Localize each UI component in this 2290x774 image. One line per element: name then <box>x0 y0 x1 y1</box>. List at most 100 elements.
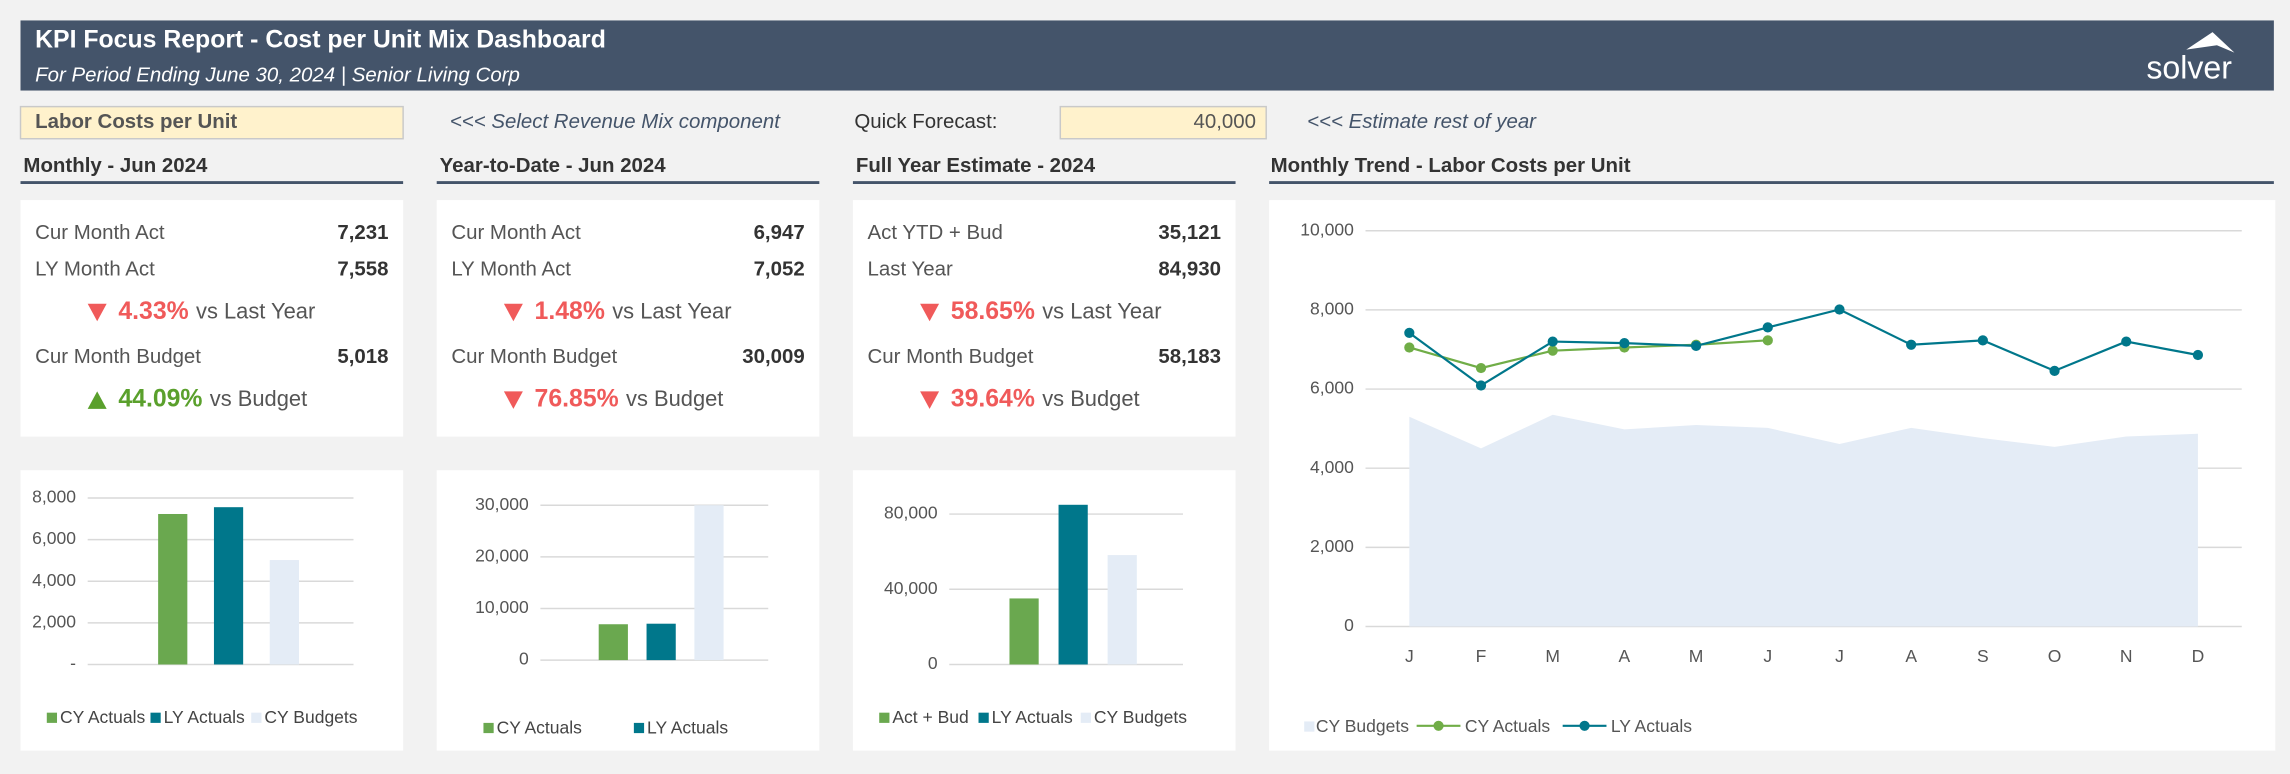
line <box>1408 308 2199 387</box>
kpi-label: Last Year <box>868 258 953 281</box>
marker <box>1475 380 1487 391</box>
kpi-value: 7,231 <box>337 221 388 244</box>
kpi-value: 7,558 <box>337 258 388 281</box>
change-value: 58.65% <box>951 298 1035 325</box>
y-tick-label: 10,000 <box>475 597 529 617</box>
change-label: vs Last Year <box>1042 298 1161 323</box>
y-tick-label: 2,000 <box>32 611 76 631</box>
x-tick-label: O <box>2048 646 2062 666</box>
kpi-label: Cur Month Act <box>451 221 581 244</box>
kpi-label: LY Month Act <box>35 258 155 281</box>
marker <box>1404 327 1415 338</box>
marker <box>1762 335 1773 346</box>
bar <box>1009 598 1039 665</box>
change-label: vs Last Year <box>612 298 731 323</box>
arrow-down <box>503 303 523 322</box>
change-value: 1.48% <box>535 298 605 325</box>
marker <box>2192 349 2204 361</box>
chart-title: Monthly Trend - Labor Costs per Unit <box>1271 154 1631 177</box>
kpi-value: 84,930 <box>1158 258 1221 281</box>
kpi-box <box>20 200 404 437</box>
kpi-value: 7,052 <box>754 258 805 281</box>
bar <box>269 560 299 665</box>
legend-swatch <box>251 712 262 723</box>
kpi-value: 58,183 <box>1158 345 1221 368</box>
bar <box>1107 555 1137 665</box>
x-tick-label: S <box>1977 646 1989 666</box>
arrow-down <box>920 303 940 322</box>
legend-marker <box>1433 720 1444 731</box>
marker <box>1475 362 1487 374</box>
forecast-box[interactable] <box>1059 105 1267 140</box>
y-tick-label: 10,000 <box>1300 219 1354 239</box>
legend-label: LY Actuals <box>992 707 1073 727</box>
bar <box>1058 504 1088 665</box>
marker <box>2121 336 2132 347</box>
x-tick-label: A <box>1619 646 1631 666</box>
change-label: vs Budget <box>210 386 307 411</box>
legend-label: LY Actuals <box>1611 716 1692 736</box>
arrow-down <box>87 303 107 322</box>
y-tick-label: - <box>70 653 76 673</box>
kpi-box <box>852 200 1236 437</box>
x-tick-label: J <box>1405 646 1414 666</box>
legend-swatch <box>483 722 494 734</box>
header-subtitle: For Period Ending June 30, 2024 | Senior… <box>35 63 520 86</box>
legend-swatch <box>46 712 58 723</box>
bar <box>598 624 628 661</box>
kpi-value: 35,121 <box>1158 221 1221 244</box>
logo-mark <box>2186 32 2235 53</box>
panel-title: Monthly - Jun 2024 <box>23 154 208 177</box>
x-tick-label: J <box>1763 646 1772 666</box>
legend-label: Act + Bud <box>892 707 968 727</box>
kpi-label: Cur Month Budget <box>35 345 201 368</box>
chart-box <box>20 470 404 751</box>
marker <box>1906 339 1917 350</box>
kpi-box <box>436 200 820 437</box>
legend-swatch <box>1080 712 1091 723</box>
chart-box <box>852 470 1236 751</box>
selector-box[interactable] <box>19 105 404 140</box>
kpi-label: Cur Month Act <box>35 221 165 244</box>
y-tick-label: 20,000 <box>475 546 529 566</box>
y-tick-label: 6,000 <box>32 528 76 548</box>
change-value: 44.09% <box>118 386 202 413</box>
marker <box>1547 345 1558 356</box>
legend-swatch <box>150 712 161 723</box>
y-tick-label: 2,000 <box>1310 536 1354 556</box>
selector[interactable]: Labor Costs per Unit <box>35 110 237 133</box>
change-value: 39.64% <box>951 386 1035 413</box>
marker <box>1404 342 1415 353</box>
y-tick-label: 6,000 <box>1310 378 1354 398</box>
panel-title: Full Year Estimate - 2024 <box>856 154 1096 177</box>
y-tick-label: 4,000 <box>32 570 76 590</box>
panel-title: Year-to-Date - Jun 2024 <box>440 154 667 177</box>
kpi-value: 30,009 <box>742 345 805 368</box>
arrow-up <box>87 391 107 409</box>
y-tick-label: 0 <box>519 649 529 669</box>
y-tick-label: 8,000 <box>32 487 76 507</box>
header-bar <box>20 20 2274 91</box>
y-tick-label: 4,000 <box>1310 457 1354 477</box>
line <box>1409 339 1768 370</box>
kpi-value: 6,947 <box>754 221 805 244</box>
forecast-value[interactable]: 40,000 <box>1193 110 1256 133</box>
legend-label: CY Budgets <box>1316 716 1409 736</box>
kpi-label: Act YTD + Bud <box>868 221 1003 244</box>
change-label: vs Last Year <box>196 298 315 323</box>
legend-swatch <box>978 712 989 723</box>
y-tick-label: 80,000 <box>884 503 938 523</box>
y-tick-label: 0 <box>1344 615 1354 635</box>
arrow-down <box>920 391 940 409</box>
kpi-value: 5,018 <box>337 345 388 368</box>
bar <box>158 513 188 665</box>
y-tick-label: 8,000 <box>1310 299 1354 319</box>
legend-label: LY Actuals <box>647 717 728 737</box>
x-tick-label: M <box>1689 646 1704 666</box>
legend-label: LY Actuals <box>164 707 245 727</box>
selector-hint: <<< Select Revenue Mix component <box>450 110 781 133</box>
legend-swatch <box>1304 721 1315 732</box>
x-tick-label: N <box>2120 646 2133 666</box>
